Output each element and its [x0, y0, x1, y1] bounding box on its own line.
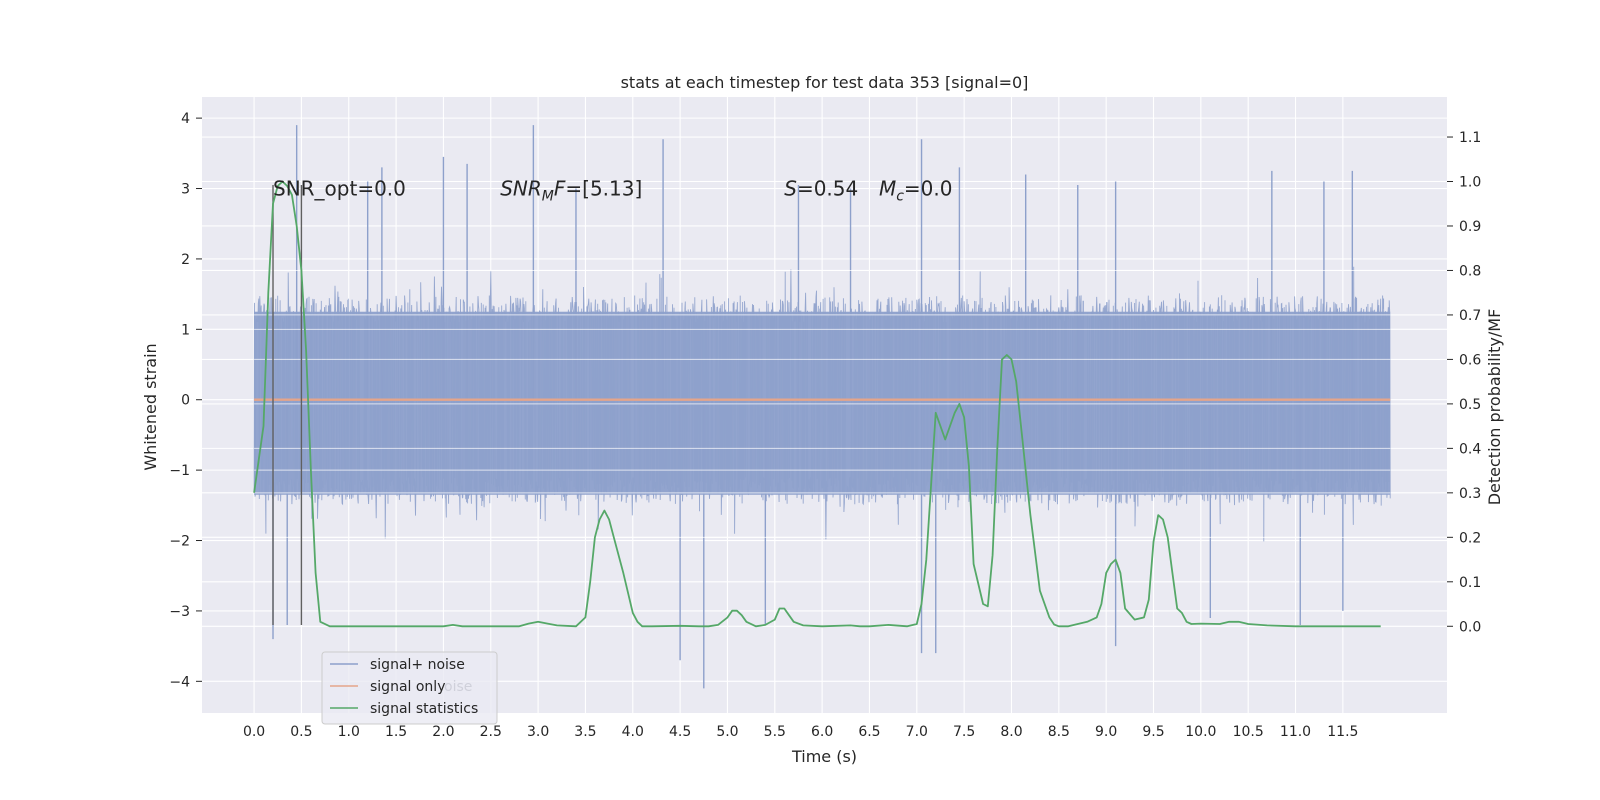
y-tick-label: −2 — [169, 534, 190, 550]
x-tick-label: 0.0 — [243, 724, 265, 740]
y2-axis-label: Detection probability/MF — [1485, 309, 1504, 506]
x-tick-label: 7.0 — [906, 724, 928, 740]
mc-symbol: M — [879, 177, 896, 201]
x-tick-label: 8.0 — [1000, 724, 1022, 740]
x-tick-label: 9.5 — [1142, 724, 1164, 740]
x-tick-label: 11.5 — [1327, 724, 1358, 740]
x-axis-ticks: 0.0 0.5 1.0 1.5 2.0 2.5 3.0 3.5 4.0 4.5 5.0 5.5 6.0 6… — [243, 724, 1359, 740]
annotation-mc: Mc=0.0 — [879, 177, 953, 205]
statistics-line — [253, 180, 1381, 628]
x-tick-label: 5.0 — [716, 724, 738, 740]
annotation-snr-mf: SNRMF=[5.13] — [500, 177, 642, 205]
x-tick-label: 2.5 — [480, 724, 502, 740]
y-tick-label: 2 — [181, 252, 190, 268]
legend-label-signal-plus-noise: signal+ noise — [370, 657, 465, 673]
y2-axis-ticks: 1.1 1.0 0.9 0.8 0.7 0.6 0.5 0.4 0.3 0.2 0.1 0.0 — [1447, 130, 1481, 635]
x-tick-label: 0.5 — [290, 724, 312, 740]
snr-mf-subscript: M — [542, 189, 554, 205]
s-symbol: S — [784, 177, 797, 201]
x-tick-label: 10.5 — [1233, 724, 1264, 740]
y2-tick-label: 0.0 — [1459, 619, 1481, 635]
x-tick-label: 3.0 — [527, 724, 549, 740]
y2-tick-label: 0.1 — [1459, 575, 1481, 591]
x-tick-label: 8.5 — [1048, 724, 1070, 740]
y-axis-ticks: 4 3 2 1 0 −1 −2 −3 −4 — [169, 111, 202, 690]
x-tick-label: 1.0 — [338, 724, 360, 740]
x-tick-label: 3.5 — [574, 724, 596, 740]
snr-mf-symbol: SNR — [500, 177, 542, 201]
annotation-snr-opt: SNR_opt=0.0 — [273, 177, 406, 201]
y2-tick-label: 0.9 — [1459, 219, 1481, 235]
y2-tick-label: 1.0 — [1459, 175, 1481, 191]
y2-tick-label: 0.6 — [1459, 352, 1481, 368]
series-signal-plus-noise — [253, 125, 1391, 689]
chart-title: stats at each timestep for test data 353… — [621, 73, 1029, 92]
annotation-s: S=0.54 — [784, 177, 858, 201]
x-tick-label: 5.5 — [764, 724, 786, 740]
noise-core-band — [254, 311, 1391, 495]
x-tick-label: 11.0 — [1280, 724, 1311, 740]
x-tick-label: 4.5 — [669, 724, 691, 740]
legend-label-signal-only: signal only — [370, 679, 445, 695]
snr-mf-value: =[5.13] — [565, 177, 642, 201]
legend-overlap-text: oise — [444, 679, 472, 695]
y-tick-label: 3 — [181, 182, 190, 198]
y2-tick-label: 1.1 — [1459, 130, 1481, 146]
y-axis-label: Whitened strain — [141, 343, 160, 470]
x-tick-label: 4.0 — [622, 724, 644, 740]
marker-lines — [272, 185, 303, 625]
x-tick-label: 7.5 — [953, 724, 975, 740]
legend: signal+ noise signal only oise signal st… — [321, 651, 498, 725]
y-tick-label: 4 — [181, 111, 190, 127]
y2-tick-label: 0.4 — [1459, 441, 1481, 457]
x-tick-label: 10.0 — [1185, 724, 1216, 740]
x-axis-label: Time (s) — [791, 747, 857, 766]
y2-tick-label: 0.7 — [1459, 308, 1481, 324]
mc-value: =0.0 — [904, 177, 953, 201]
s-value: =0.54 — [797, 177, 858, 201]
y-tick-label: 1 — [181, 322, 190, 338]
x-tick-label: 6.0 — [811, 724, 833, 740]
y2-tick-label: 0.5 — [1459, 397, 1481, 413]
y-tick-label: 0 — [181, 393, 190, 409]
y-tick-label: −4 — [169, 674, 190, 690]
x-tick-label: 1.5 — [385, 724, 407, 740]
x-tick-label: 2.0 — [432, 724, 454, 740]
x-tick-label: 9.0 — [1095, 724, 1117, 740]
legend-box — [321, 651, 498, 725]
series-signal-statistics — [253, 180, 1381, 628]
y-tick-label: −1 — [169, 463, 190, 479]
y2-tick-label: 0.2 — [1459, 530, 1481, 546]
snr-mf-tail: F — [554, 177, 566, 201]
y-tick-label: −3 — [169, 604, 190, 620]
x-tick-label: 6.5 — [858, 724, 880, 740]
legend-label-signal-statistics: signal statistics — [370, 701, 478, 717]
y2-tick-label: 0.8 — [1459, 263, 1481, 279]
y2-tick-label: 0.3 — [1459, 486, 1481, 502]
mc-subscript: c — [896, 189, 904, 205]
